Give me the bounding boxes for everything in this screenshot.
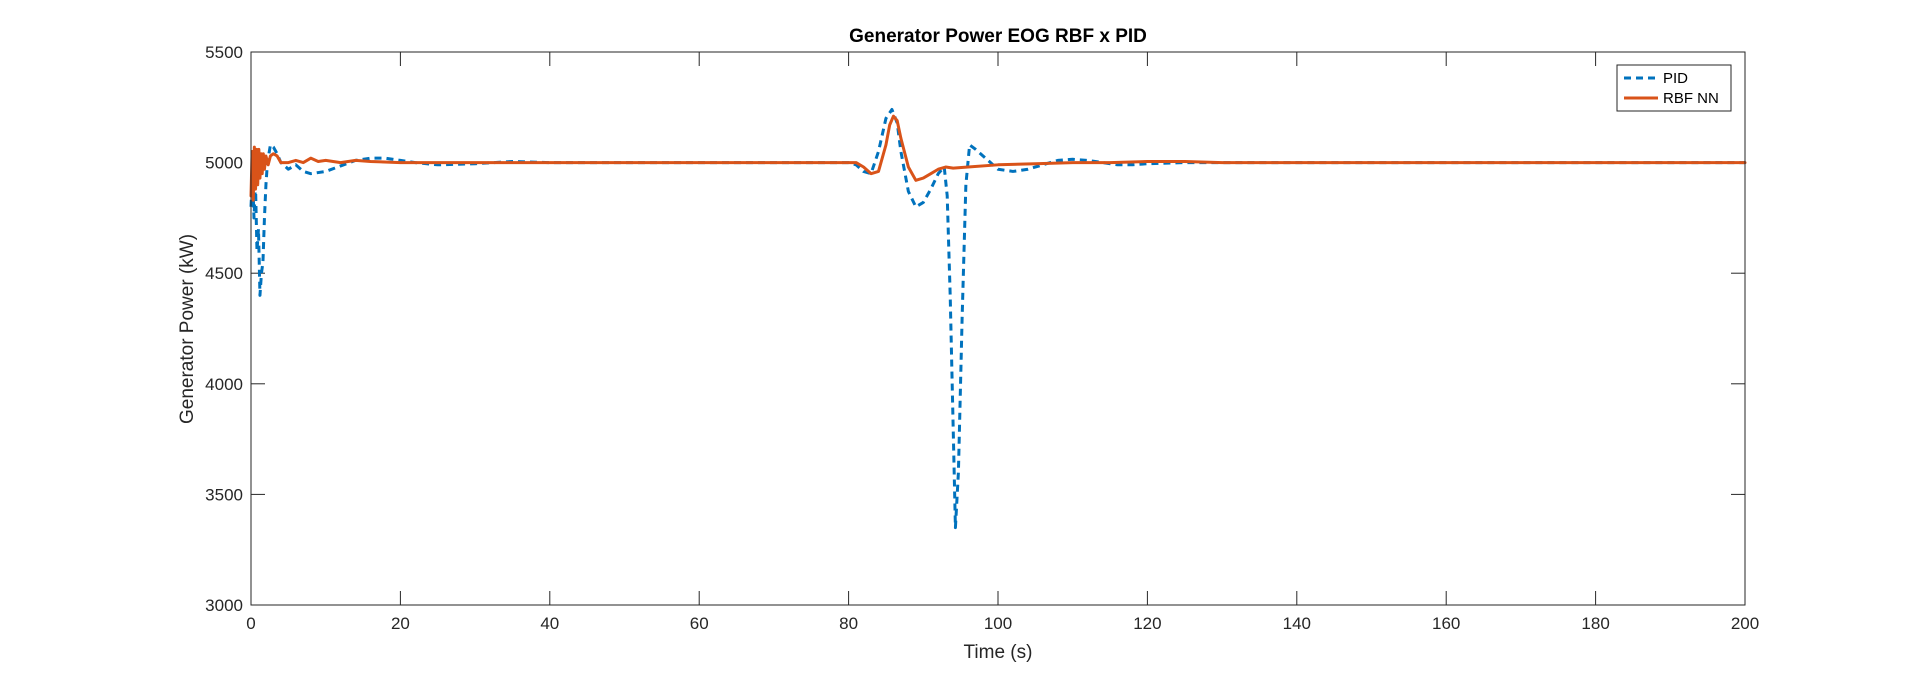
x-tick-label: 0 [246, 614, 255, 633]
series-line-rbf-nn [249, 114, 1747, 202]
chart-title: Generator Power EOG RBF x PID [849, 26, 1147, 47]
y-tick-label: 3500 [205, 485, 243, 504]
x-tick-label: 40 [540, 614, 559, 633]
x-tick-label: 20 [391, 614, 410, 633]
legend: PID RBF NN [1616, 64, 1732, 112]
y-axis-label: Generator Power (kW) [177, 234, 198, 424]
y-tick-label: 5500 [205, 43, 243, 62]
axes-box [250, 51, 1746, 606]
y-tick-label: 5000 [205, 154, 243, 173]
x-axis-label: Time (s) [964, 642, 1033, 663]
axis-ticks [250, 51, 1746, 606]
x-tick-label: 180 [1581, 614, 1609, 633]
series-line-pid [249, 108, 1745, 530]
y-tick-label: 3000 [205, 596, 243, 615]
x-tick-label: 160 [1432, 614, 1460, 633]
legend-label-rbf-nn: RBF NN [1663, 90, 1719, 107]
legend-box [1616, 64, 1732, 112]
y-tick-label: 4000 [205, 375, 243, 394]
x-tick-label: 60 [690, 614, 709, 633]
x-tick-label: 200 [1731, 614, 1759, 633]
y-tick-label: 4500 [205, 264, 243, 283]
x-tick-label: 140 [1283, 614, 1311, 633]
x-tick-label: 120 [1133, 614, 1161, 633]
plot-area [249, 108, 1747, 530]
legend-label-pid: PID [1663, 70, 1688, 87]
x-tick-label: 80 [839, 614, 858, 633]
axis-tick-labels: 0 20 40 60 80 100 120 140 160 180 200 3000 3500 4000 4… [205, 43, 1759, 633]
x-tick-label: 100 [984, 614, 1012, 633]
